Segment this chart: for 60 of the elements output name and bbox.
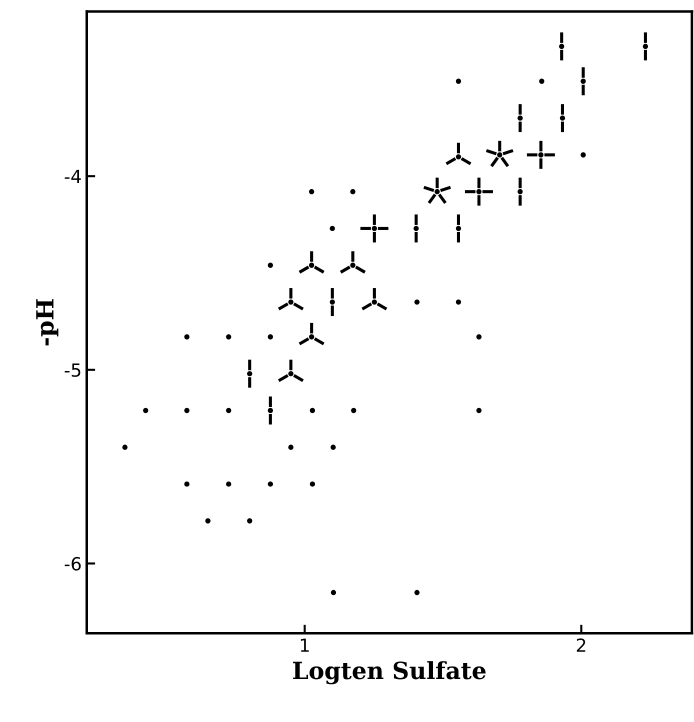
point (247, 371, 252, 376)
point (309, 334, 314, 340)
y-tick-label: -4 (64, 170, 81, 184)
point (456, 226, 462, 232)
point (372, 226, 377, 232)
point (309, 189, 314, 194)
point (310, 481, 316, 487)
point (414, 226, 419, 232)
point (330, 226, 335, 232)
x-tick-label: 2 (576, 638, 586, 652)
point (309, 262, 314, 268)
point (184, 334, 190, 340)
point (288, 444, 294, 450)
point (330, 444, 336, 450)
point (434, 189, 440, 194)
point (559, 44, 564, 50)
point (497, 152, 502, 158)
point (476, 189, 482, 194)
point (226, 334, 232, 340)
point (414, 590, 420, 596)
point (580, 78, 586, 84)
point (372, 299, 377, 305)
point (288, 299, 294, 305)
point (414, 299, 420, 305)
point (268, 481, 273, 487)
point (476, 334, 482, 340)
y-tick-label: -6 (64, 556, 81, 571)
point (539, 78, 544, 84)
point (642, 44, 648, 50)
point (330, 299, 335, 305)
y-axis-title: -pH (36, 299, 58, 346)
point (143, 408, 148, 414)
point (184, 481, 190, 487)
point (350, 262, 356, 268)
point (476, 408, 482, 414)
point (350, 189, 356, 194)
point (456, 299, 462, 305)
point (268, 408, 273, 414)
point (518, 115, 523, 121)
point (456, 78, 462, 84)
point (226, 408, 232, 414)
point (351, 408, 356, 414)
point (310, 408, 316, 414)
point (518, 189, 523, 194)
point (205, 518, 210, 524)
point (184, 408, 190, 414)
point (226, 481, 232, 487)
point (330, 590, 336, 596)
point (268, 334, 273, 340)
point (560, 115, 566, 121)
x-tick-label: 1 (300, 638, 309, 652)
point (122, 444, 128, 450)
point (538, 152, 544, 158)
point (288, 371, 294, 376)
point (268, 262, 273, 268)
point (456, 154, 462, 160)
x-axis-title: Logten Sulfate (293, 661, 486, 684)
y-tick-label: -5 (64, 364, 80, 377)
point (247, 518, 252, 524)
point (580, 152, 586, 158)
